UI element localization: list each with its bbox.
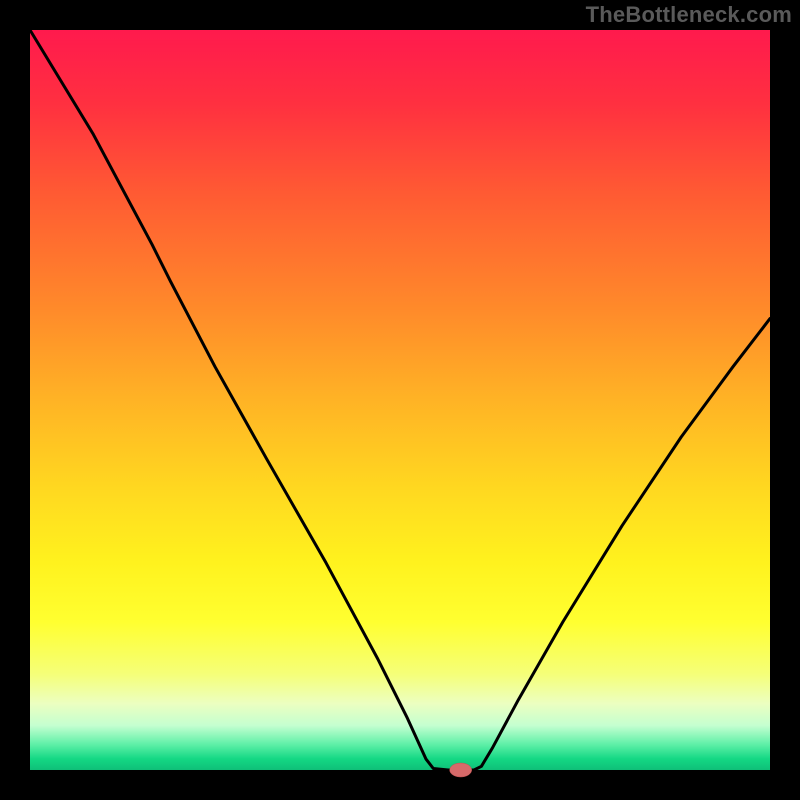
optimal-point-marker bbox=[450, 763, 472, 777]
watermark-text: TheBottleneck.com bbox=[586, 2, 792, 28]
gradient-background bbox=[30, 30, 770, 770]
chart-stage: TheBottleneck.com bbox=[0, 0, 800, 800]
bottleneck-curve-plot bbox=[0, 0, 800, 800]
